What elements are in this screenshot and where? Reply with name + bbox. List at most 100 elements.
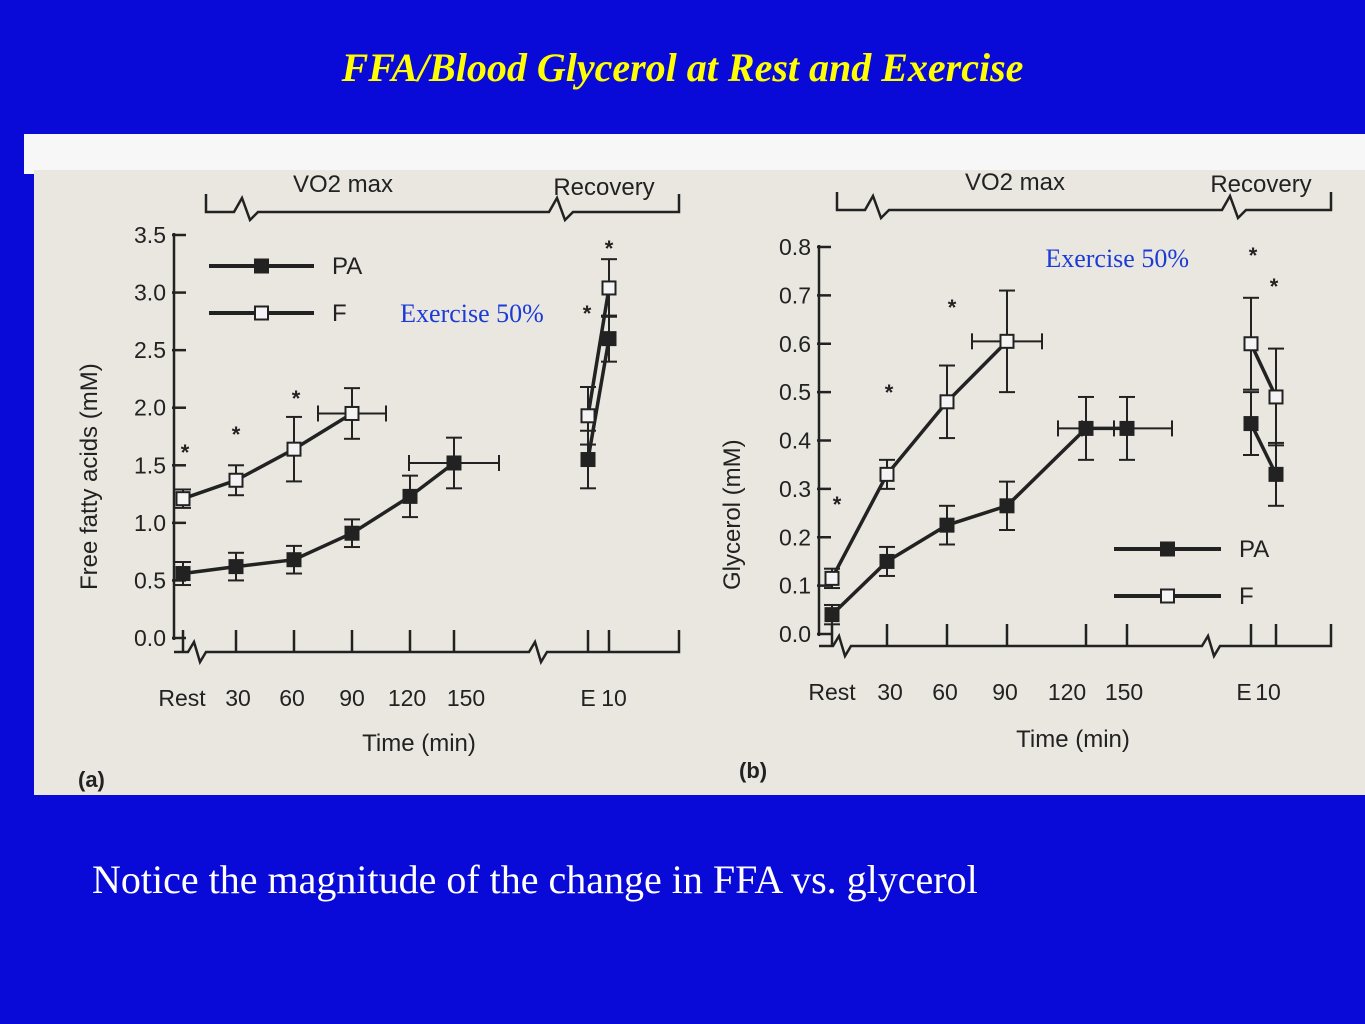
data-point-f: [1243, 336, 1259, 352]
legend-marker: [1160, 541, 1175, 557]
series-line-recovery: [586, 338, 611, 460]
y-tick-label: 2.0: [134, 395, 166, 421]
header-bracket: [204, 194, 681, 223]
legend-entry-f: F: [1114, 583, 1254, 610]
x-tick-label: 150: [447, 685, 485, 711]
series-line-exercise: [182, 461, 456, 576]
legend-marker: [1160, 588, 1175, 604]
y-tick-label: 0.8: [779, 234, 811, 260]
chart-panel-a: 0.0 0.5 1.0 1.5 2.0 2.5 3.0 3.5 Rest 30 60 90 120 150…: [76, 171, 681, 792]
x-axis-line: [819, 624, 1333, 660]
significance-star: *: [833, 492, 842, 517]
y-tick-label: 0.7: [779, 282, 811, 308]
significance-star: *: [948, 295, 957, 320]
data-point-pa: [175, 566, 191, 582]
y-tick-label: 3.0: [134, 280, 166, 306]
data-point-f: [999, 333, 1015, 349]
panel-label: (b): [739, 758, 767, 783]
x-tick-label: Rest: [808, 679, 856, 705]
header-vo2max-label: VO2 max: [965, 170, 1065, 196]
y-tick-label: 0.0: [134, 625, 166, 651]
x-tick-label: 90: [339, 685, 365, 711]
significance-star: *: [292, 386, 301, 411]
data-point-f: [286, 441, 302, 457]
series-line-recovery: [586, 287, 611, 417]
exercise-annotation: Exercise 50%: [1045, 244, 1189, 273]
slide-caption: Notice the magnitude of the change in FF…: [92, 857, 978, 902]
data-point-pa: [1268, 466, 1284, 482]
data-point-f: [601, 280, 617, 296]
series-f: [824, 289, 1284, 590]
significance-star: *: [605, 236, 614, 261]
x-axis-line: [174, 630, 681, 666]
y-tick-label: 1.0: [134, 510, 166, 536]
data-point-pa: [228, 559, 244, 575]
series-line-exercise: [830, 340, 1009, 580]
data-point-f: [939, 394, 955, 410]
x-tick-label: 60: [279, 685, 305, 711]
x-tick-label: 150: [1105, 679, 1143, 705]
header-vo2max-label: VO2 max: [293, 171, 393, 198]
series-line-exercise: [830, 426, 1127, 616]
data-point-pa: [1119, 420, 1135, 436]
legend-label: F: [1239, 583, 1254, 610]
x-tick-label: E: [580, 685, 595, 711]
x-axis-label: Time (min): [1016, 726, 1130, 753]
data-point-f: [879, 466, 895, 482]
y-tick-label: 0.1: [779, 573, 811, 599]
y-tick-label: 0.5: [779, 379, 811, 405]
y-tick-label: 0.5: [134, 567, 166, 593]
x-tick-label: 60: [932, 679, 958, 705]
legend-entry-pa: PA: [209, 253, 362, 280]
figure-top-strip: [24, 134, 1365, 174]
header-recovery-label: Recovery: [1210, 171, 1311, 198]
significance-star: *: [1270, 274, 1279, 299]
x-tick-label: 10: [601, 685, 627, 711]
exercise-annotation: Exercise 50%: [400, 299, 544, 328]
chart-panel-b: 0.0 0.1 0.2 0.3 0.4 0.5 0.6 0.7 0.8 Rest 30 60 90 120…: [719, 170, 1333, 783]
legend-label: PA: [332, 253, 362, 280]
series-pa: [175, 314, 617, 587]
data-point-f: [344, 405, 360, 421]
significance-star: *: [583, 301, 592, 326]
legend-marker: [254, 258, 269, 274]
series-f: [175, 258, 617, 509]
data-point-f: [175, 491, 191, 507]
legend-entry-pa: PA: [1114, 536, 1269, 563]
y-tick-label: 0.3: [779, 476, 811, 502]
data-point-pa: [1243, 416, 1259, 432]
x-tick-label: Rest: [158, 685, 206, 711]
y-tick-label: 0.0: [779, 621, 811, 647]
y-tick-label: 3.5: [134, 222, 166, 248]
series-line-recovery: [1249, 343, 1278, 398]
x-tick-label: E: [1236, 679, 1251, 705]
x-tick-label: 120: [388, 685, 426, 711]
series-pa: [824, 391, 1284, 626]
y-tick-label: 0.6: [779, 331, 811, 357]
y-tick-label: 0.4: [779, 428, 811, 454]
data-point-f: [1268, 389, 1284, 405]
panel-label: (a): [78, 767, 105, 792]
data-point-pa: [939, 517, 955, 533]
x-axis-label: Time (min): [362, 730, 476, 757]
data-point-pa: [344, 525, 360, 541]
data-point-f: [228, 472, 244, 488]
y-tick-label: 1.5: [134, 452, 166, 478]
data-point-pa: [999, 498, 1015, 514]
x-tick-label: 30: [877, 679, 903, 705]
y-axis-label: Free fatty acids (mM): [76, 363, 103, 590]
legend-label: F: [332, 300, 347, 327]
y-axis-label: Glycerol (mM): [719, 439, 746, 590]
data-point-pa: [824, 607, 840, 623]
significance-star: *: [181, 440, 190, 465]
x-tick-label: 30: [225, 685, 251, 711]
y-tick-label: 2.5: [134, 337, 166, 363]
data-point-pa: [286, 552, 302, 568]
figure-panel: [34, 170, 1365, 795]
significance-star: *: [232, 422, 241, 447]
data-point-f: [824, 570, 840, 586]
legend-entry-f: F: [209, 300, 347, 327]
slide-title: FFA/Blood Glycerol at Rest and Exercise: [341, 45, 1024, 90]
figure-charts: 0.0 0.5 1.0 1.5 2.0 2.5 3.0 3.5 Rest 30 60 90 120 150…: [76, 170, 1333, 792]
series-line-recovery: [1249, 422, 1278, 476]
